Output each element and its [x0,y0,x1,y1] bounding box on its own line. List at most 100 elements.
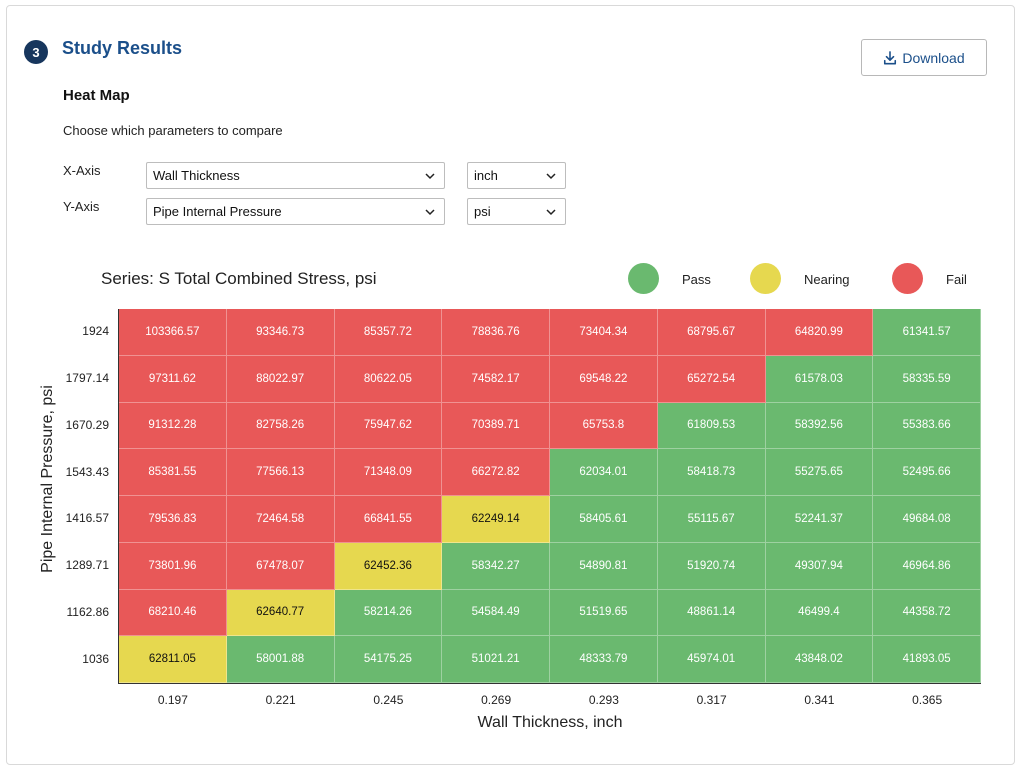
heatmap-cell: 58342.27 [442,542,550,590]
heatmap-cell: 62034.01 [550,449,658,496]
heatmap-cell: 55383.66 [873,402,981,450]
heatmap-cell: 58418.73 [657,449,766,496]
heatmap-cell: 44358.72 [873,589,981,637]
x-axis-title: Wall Thickness, inch [477,714,623,731]
heatmap-cell: 64820.99 [765,309,874,356]
heatmap-cell: 66272.82 [442,449,550,496]
x-tick-label: 0.197 [157,693,188,707]
heatmap-cell: 91312.28 [119,402,227,450]
x-axis-line [118,683,981,684]
heatmap-cell: 51920.74 [657,542,766,590]
heatmap-cell: 58392.56 [765,402,874,450]
y-tick-label: 1797.14 [65,371,109,386]
heatmap-cell: 51519.65 [550,589,658,637]
heatmap-cell: 68210.46 [119,589,227,637]
heatmap-cell: 58405.61 [550,496,658,543]
y-axis-selector-label: Y-Axis [63,199,100,214]
heatmap-cell: 67478.07 [226,542,335,590]
section-title: Study Results [62,38,183,58]
heatmap-cell: 51021.21 [442,636,550,683]
legend-fail-label: Fail [946,272,967,287]
y-axis-line [118,309,119,684]
x-tick-label: 0.317 [696,693,727,707]
legend-pass-label: Pass [682,272,711,287]
heatmap-cell: 66841.55 [334,496,443,543]
x-axis-selector-label: X-Axis [63,163,101,178]
chevron-down-icon [425,209,435,216]
x-tick-label: 0.221 [265,693,296,707]
heatmap-cell: 72464.58 [226,496,335,543]
step-number-badge: 3 [24,40,48,64]
chevron-down-icon [546,173,556,180]
y-tick-label: 1036 [82,651,109,666]
heatmap-cell: 62811.05 [119,636,227,683]
legend-nearing-swatch [750,263,781,294]
y-axis-title: Pipe Internal Pressure, psi [39,385,56,573]
y-axis-parameter-select[interactable]: Pipe Internal Pressure [146,198,445,225]
heatmap-cell: 49684.08 [873,496,981,543]
x-axis-unit-value: inch [474,168,498,183]
x-tick-label: 0.269 [481,693,512,707]
heatmap-cell: 82758.26 [226,402,335,450]
heatmap-cell: 97311.62 [119,355,227,403]
legend-fail-swatch [892,263,923,294]
heatmap-cell: 78836.76 [442,309,550,356]
x-tick-label: 0.245 [373,693,404,707]
y-axis-parameter-value: Pipe Internal Pressure [153,204,282,219]
heatmap-grid: 103366.57 93346.73 85357.72 78836.76 73404.3… [119,309,981,683]
x-axis-parameter-select[interactable]: Wall Thickness [146,162,445,189]
heatmap-cell: 73404.34 [550,309,658,356]
x-axis-unit-select[interactable]: inch [467,162,566,189]
heatmap-cell: 61809.53 [657,402,766,450]
heatmap-cell: 46499.4 [765,589,874,637]
x-tick-label: 0.365 [912,693,943,707]
heatmap-cell: 62452.36 [334,542,443,590]
heatmap-cell: 55115.67 [657,496,766,543]
x-tick-label: 0.341 [804,693,835,707]
heatmap-cell: 71348.09 [334,449,443,496]
heatmap-cell: 49307.94 [765,542,874,590]
heatmap-cell: 75947.62 [334,402,443,450]
heatmap-heading: Heat Map [63,87,130,104]
heatmap-cell: 48333.79 [550,636,658,683]
heatmap-cell: 58214.26 [334,589,443,637]
heatmap-cell: 65272.54 [657,355,766,403]
y-tick-label: 1543.43 [65,464,109,479]
y-axis-unit-select[interactable]: psi [467,198,566,225]
instructions-text: Choose which parameters to compare [63,123,283,138]
heatmap-cell: 62249.14 [442,496,550,543]
heatmap-cell: 62640.77 [226,589,335,637]
heatmap-cell: 93346.73 [226,309,335,356]
chevron-down-icon [425,173,435,180]
heatmap-cell: 45974.01 [657,636,766,683]
heatmap-cell: 68795.67 [657,309,766,356]
legend-pass-swatch [628,263,659,294]
heatmap-cell: 79536.83 [119,496,227,543]
download-icon [884,50,897,64]
heatmap-cell: 74582.17 [442,355,550,403]
download-label: Download [902,49,965,66]
heatmap-cell: 88022.97 [226,355,335,403]
heatmap-cell: 61578.03 [765,355,874,403]
x-axis-parameter-value: Wall Thickness [153,168,240,183]
heatmap-cell: 85381.55 [119,449,227,496]
heatmap-cell: 77566.13 [226,449,335,496]
heatmap-cell: 52495.66 [873,449,981,496]
y-axis-unit-value: psi [474,204,491,219]
heatmap-cell: 61341.57 [873,309,981,356]
heatmap-cell: 58001.88 [226,636,335,683]
download-button[interactable]: Download [861,39,987,76]
heatmap-cell: 85357.72 [334,309,443,356]
heatmap-cell: 70389.71 [442,402,550,450]
heatmap-cell: 65753.8 [550,402,658,450]
heatmap-cell: 58335.59 [873,355,981,403]
heatmap-cell: 103366.57 [119,309,227,356]
y-tick-label: 1416.57 [65,511,109,526]
y-tick-label: 1670.29 [65,417,109,432]
heatmap-cell: 69548.22 [550,355,658,403]
heatmap-cell: 43848.02 [765,636,874,683]
heatmap-cell: 55275.65 [765,449,874,496]
heatmap-cell: 80622.05 [334,355,443,403]
legend-nearing-label: Nearing [804,272,850,287]
heatmap-cell: 52241.37 [765,496,874,543]
